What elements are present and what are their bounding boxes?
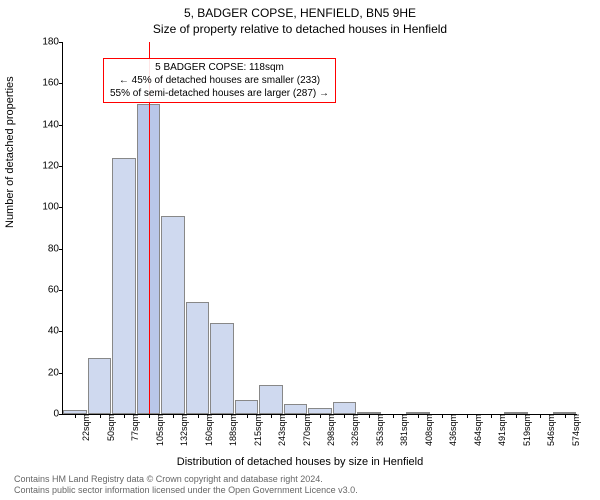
annotation-line3: 55% of semi-detached houses are larger (…	[110, 87, 329, 100]
x-tick-label: 270sqm	[300, 414, 312, 446]
y-tick-label: 80	[48, 243, 63, 254]
y-tick-label: 160	[42, 78, 63, 89]
x-tick-mark	[393, 414, 394, 418]
histogram-bar	[235, 400, 258, 414]
x-tick-mark	[540, 414, 541, 418]
chart-container: 5, BADGER COPSE, HENFIELD, BN5 9HE Size …	[0, 0, 600, 500]
x-tick-mark	[124, 414, 125, 418]
y-tick-label: 140	[42, 119, 63, 130]
y-tick-label: 20	[48, 367, 63, 378]
title-description: Size of property relative to detached ho…	[0, 20, 600, 36]
y-tick-label: 100	[42, 202, 63, 213]
x-tick-label: 298sqm	[324, 414, 336, 446]
histogram-bar	[88, 358, 111, 414]
x-tick-mark	[516, 414, 517, 418]
x-tick-label: 381sqm	[397, 414, 409, 446]
annotation-box: 5 BADGER COPSE: 118sqm← 45% of detached …	[103, 58, 336, 103]
x-tick-label: 77sqm	[128, 414, 140, 441]
x-tick-label: 464sqm	[471, 414, 483, 446]
x-tick-mark	[369, 414, 370, 418]
x-tick-label: 188sqm	[226, 414, 238, 446]
x-tick-label: 326sqm	[348, 414, 360, 446]
x-tick-label: 491sqm	[495, 414, 507, 446]
y-tick-label: 40	[48, 326, 63, 337]
x-tick-mark	[271, 414, 272, 418]
attribution-footer: Contains HM Land Registry data © Crown c…	[14, 474, 358, 496]
x-tick-mark	[222, 414, 223, 418]
x-tick-mark	[491, 414, 492, 418]
x-tick-label: 50sqm	[104, 414, 116, 441]
footer-line2: Contains public sector information licen…	[14, 485, 358, 496]
x-tick-mark	[100, 414, 101, 418]
x-tick-label: 519sqm	[520, 414, 532, 446]
title-address: 5, BADGER COPSE, HENFIELD, BN5 9HE	[0, 0, 600, 20]
x-tick-mark	[467, 414, 468, 418]
annotation-line2: ← 45% of detached houses are smaller (23…	[110, 74, 329, 87]
histogram-bar	[186, 302, 209, 414]
x-tick-mark	[442, 414, 443, 418]
histogram-bar	[210, 323, 233, 414]
x-tick-mark	[198, 414, 199, 418]
histogram-plot: 02040608010012014016018022sqm50sqm77sqm1…	[62, 42, 577, 415]
histogram-bar	[259, 385, 282, 414]
annotation-line1: 5 BADGER COPSE: 118sqm	[110, 61, 329, 74]
y-tick-label: 120	[42, 161, 63, 172]
x-tick-mark	[296, 414, 297, 418]
y-tick-label: 0	[53, 409, 63, 420]
footer-line1: Contains HM Land Registry data © Crown c…	[14, 474, 358, 485]
x-tick-mark	[344, 414, 345, 418]
histogram-bar	[161, 216, 184, 414]
x-tick-mark	[418, 414, 419, 418]
y-tick-label: 60	[48, 285, 63, 296]
x-tick-mark	[565, 414, 566, 418]
histogram-bar	[333, 402, 356, 414]
x-tick-label: 160sqm	[202, 414, 214, 446]
histogram-bar	[284, 404, 307, 414]
x-tick-label: 353sqm	[373, 414, 385, 446]
x-tick-label: 408sqm	[422, 414, 434, 446]
x-tick-mark	[247, 414, 248, 418]
x-tick-label: 546sqm	[544, 414, 556, 446]
histogram-bar	[112, 158, 135, 414]
y-axis-label: Number of detached properties	[4, 76, 16, 228]
x-tick-label: 436sqm	[446, 414, 458, 446]
x-axis-label: Distribution of detached houses by size …	[0, 456, 600, 468]
x-tick-label: 132sqm	[177, 414, 189, 446]
x-tick-mark	[149, 414, 150, 418]
x-tick-label: 243sqm	[275, 414, 287, 446]
x-tick-mark	[75, 414, 76, 418]
x-tick-mark	[320, 414, 321, 418]
x-tick-label: 22sqm	[79, 414, 91, 441]
x-tick-label: 215sqm	[251, 414, 263, 446]
x-tick-label: 574sqm	[569, 414, 581, 446]
y-tick-label: 180	[42, 37, 63, 48]
x-tick-label: 105sqm	[153, 414, 165, 446]
x-tick-mark	[173, 414, 174, 418]
